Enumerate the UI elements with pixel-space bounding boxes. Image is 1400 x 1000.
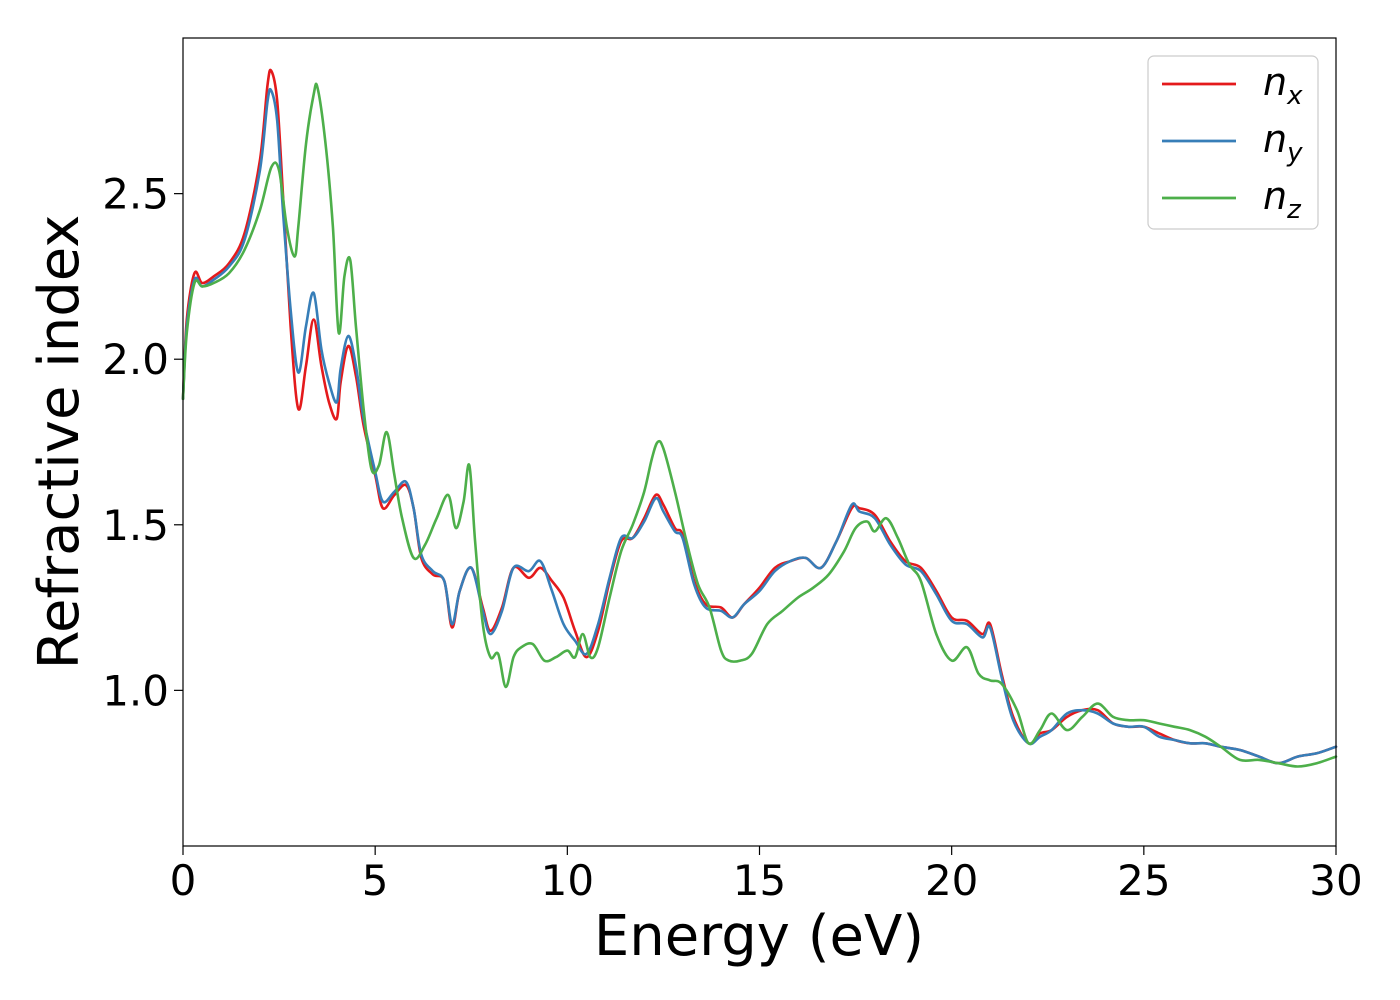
series-line-ny xyxy=(181,87,1338,765)
y-tick-label: 1.0 xyxy=(102,666,169,715)
legend: nx ny nz xyxy=(1147,55,1319,230)
legend-label-nx: nx xyxy=(1263,60,1303,111)
y-tick-label: 2.0 xyxy=(102,335,169,384)
x-tick-label: 5 xyxy=(362,856,389,905)
y-tick-label: 2.5 xyxy=(102,170,169,219)
legend-frame xyxy=(1147,55,1319,230)
x-tick-label: 15 xyxy=(733,856,786,905)
legend-label-nz: nz xyxy=(1263,174,1302,225)
x-tick-label: 0 xyxy=(170,856,197,905)
x-tick-label: 30 xyxy=(1309,856,1362,905)
legend-entries: nx ny nz xyxy=(1162,60,1303,225)
y-axis-label: Refractive index xyxy=(27,215,92,670)
y-axis-ticks: 1.0 1.5 2.0 2.5 xyxy=(102,170,183,715)
legend-label-ny: ny xyxy=(1263,117,1303,168)
y-tick-label: 1.5 xyxy=(102,501,169,550)
series-line-nz xyxy=(181,82,1338,768)
x-axis-ticks: 0 5 10 15 20 25 30 xyxy=(170,846,1363,905)
x-axis-label: Energy (eV) xyxy=(594,904,924,969)
x-tick-label: 25 xyxy=(1117,856,1170,905)
x-tick-label: 10 xyxy=(541,856,594,905)
series-layer xyxy=(181,68,1338,768)
x-tick-label: 20 xyxy=(925,856,978,905)
